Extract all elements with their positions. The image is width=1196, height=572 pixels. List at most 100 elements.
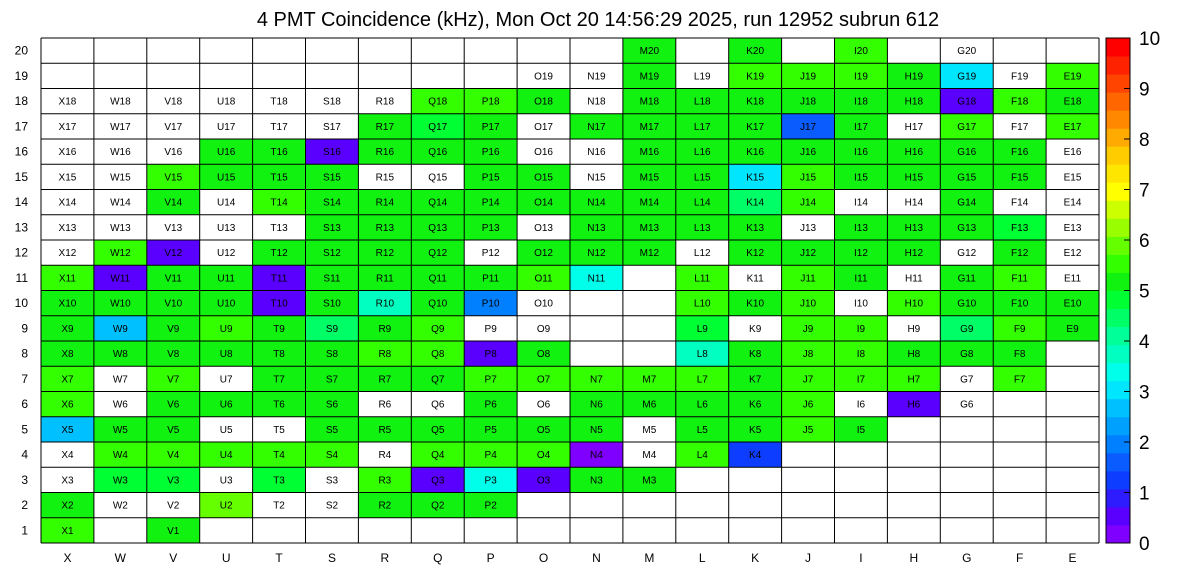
cell-label-W8: W8 bbox=[113, 349, 128, 360]
cell-label-V17: V17 bbox=[164, 122, 182, 133]
cell-label-S5: S5 bbox=[326, 425, 339, 436]
y-tick-label: 9 bbox=[21, 321, 28, 335]
cell-label-Q5: Q5 bbox=[431, 425, 445, 436]
cell-L17 bbox=[675, 113, 729, 139]
cell-N6 bbox=[570, 391, 623, 417]
cell-label-R8: R8 bbox=[378, 349, 391, 360]
cell-label-E10: E10 bbox=[1064, 299, 1082, 310]
cell-label-G20: G20 bbox=[957, 46, 976, 57]
color-scale-swatch bbox=[1106, 506, 1130, 526]
cell-V1 bbox=[146, 517, 200, 543]
cell-R9 bbox=[358, 315, 412, 341]
cell-M15 bbox=[622, 164, 676, 190]
cell-J14 bbox=[781, 189, 835, 215]
cell-W9 bbox=[93, 315, 147, 341]
cell-label-J13: J13 bbox=[800, 223, 817, 234]
cell-label-N12: N12 bbox=[587, 248, 606, 259]
cell-label-S6: S6 bbox=[326, 400, 339, 411]
cell-U2 bbox=[199, 492, 253, 518]
cell-I12 bbox=[834, 240, 888, 266]
cell-S11 bbox=[305, 265, 359, 291]
cell-label-S4: S4 bbox=[326, 450, 339, 461]
cell-O11 bbox=[517, 265, 570, 291]
cell-R8 bbox=[358, 341, 412, 367]
cell-M14 bbox=[622, 189, 676, 215]
cell-M20 bbox=[622, 38, 676, 64]
cell-label-M18: M18 bbox=[640, 97, 660, 108]
cell-label-H6: H6 bbox=[907, 400, 920, 411]
cell-P14 bbox=[464, 189, 518, 215]
color-scale-label: 0 bbox=[1139, 534, 1150, 555]
cell-J11 bbox=[781, 265, 835, 291]
cell-label-S9: S9 bbox=[326, 324, 339, 335]
cell-F11 bbox=[993, 265, 1047, 291]
color-scale-swatch bbox=[1106, 254, 1130, 273]
cell-label-J9: J9 bbox=[803, 324, 814, 335]
cell-label-J12: J12 bbox=[800, 248, 817, 259]
cell-label-T11: T11 bbox=[271, 273, 288, 284]
cell-E18 bbox=[1046, 88, 1099, 114]
cell-J7 bbox=[781, 366, 835, 392]
cell-label-W15: W15 bbox=[110, 172, 131, 183]
cell-label-X12: X12 bbox=[59, 248, 77, 259]
cell-T7 bbox=[252, 366, 306, 392]
cell-label-U16: U16 bbox=[217, 147, 236, 158]
cell-O5 bbox=[517, 416, 570, 442]
cell-label-W14: W14 bbox=[110, 198, 131, 209]
cell-label-S8: S8 bbox=[326, 349, 339, 360]
cell-label-O18: O18 bbox=[534, 97, 553, 108]
color-scale-swatch bbox=[1106, 146, 1130, 165]
chart-title: 4 PMT Coincidence (kHz), Mon Oct 20 14:5… bbox=[257, 9, 939, 31]
cell-label-T7: T7 bbox=[273, 374, 285, 385]
cell-G11 bbox=[940, 265, 994, 291]
cell-label-V18: V18 bbox=[164, 97, 182, 108]
cell-label-K12: K12 bbox=[746, 248, 764, 259]
cell-label-W5: W5 bbox=[113, 425, 128, 436]
cell-T8 bbox=[252, 341, 306, 367]
cell-label-R9: R9 bbox=[378, 324, 391, 335]
cell-label-S11: S11 bbox=[323, 273, 340, 284]
cell-label-U15: U15 bbox=[217, 172, 236, 183]
cell-label-N13: N13 bbox=[587, 223, 606, 234]
cell-E9 bbox=[1046, 315, 1099, 341]
cell-O7 bbox=[517, 366, 570, 392]
color-scale-label: 1 bbox=[1139, 484, 1150, 505]
cell-Q10 bbox=[411, 290, 465, 316]
cell-label-W2: W2 bbox=[113, 501, 128, 512]
cell-label-K14: K14 bbox=[746, 198, 764, 209]
x-tick-label: L bbox=[699, 551, 706, 565]
cell-K20 bbox=[728, 38, 782, 64]
cell-label-X16: X16 bbox=[59, 147, 77, 158]
cell-label-L4: L4 bbox=[697, 450, 709, 461]
cell-N11 bbox=[570, 265, 623, 291]
cell-N13 bbox=[570, 214, 623, 240]
cell-label-I7: I7 bbox=[857, 374, 866, 385]
cell-L4 bbox=[675, 442, 729, 468]
cell-label-V15: V15 bbox=[164, 172, 182, 183]
cell-M16 bbox=[622, 139, 676, 165]
cell-J9 bbox=[781, 315, 835, 341]
cell-label-S14: S14 bbox=[323, 198, 341, 209]
cell-U10 bbox=[199, 290, 253, 316]
cell-label-Q14: Q14 bbox=[428, 198, 447, 209]
cell-Q14 bbox=[411, 189, 465, 215]
cell-label-N18: N18 bbox=[587, 97, 606, 108]
cell-label-G8: G8 bbox=[960, 349, 974, 360]
cell-P5 bbox=[464, 416, 518, 442]
cell-L7 bbox=[675, 366, 729, 392]
cell-F13 bbox=[993, 214, 1047, 240]
cell-label-O11: O11 bbox=[534, 273, 553, 284]
x-tick-label: T bbox=[275, 551, 283, 565]
cell-M3 bbox=[622, 467, 676, 493]
cell-label-V3: V3 bbox=[167, 475, 180, 486]
cell-label-Q3: Q3 bbox=[431, 475, 445, 486]
cell-label-F12: F12 bbox=[1011, 248, 1029, 259]
cell-E10 bbox=[1046, 290, 1099, 316]
cell-J18 bbox=[781, 88, 835, 114]
y-tick-label: 6 bbox=[21, 397, 28, 411]
cell-label-W6: W6 bbox=[113, 400, 128, 411]
cell-T4 bbox=[252, 442, 306, 468]
cell-label-M13: M13 bbox=[640, 223, 660, 234]
cell-label-T15: T15 bbox=[270, 172, 288, 183]
